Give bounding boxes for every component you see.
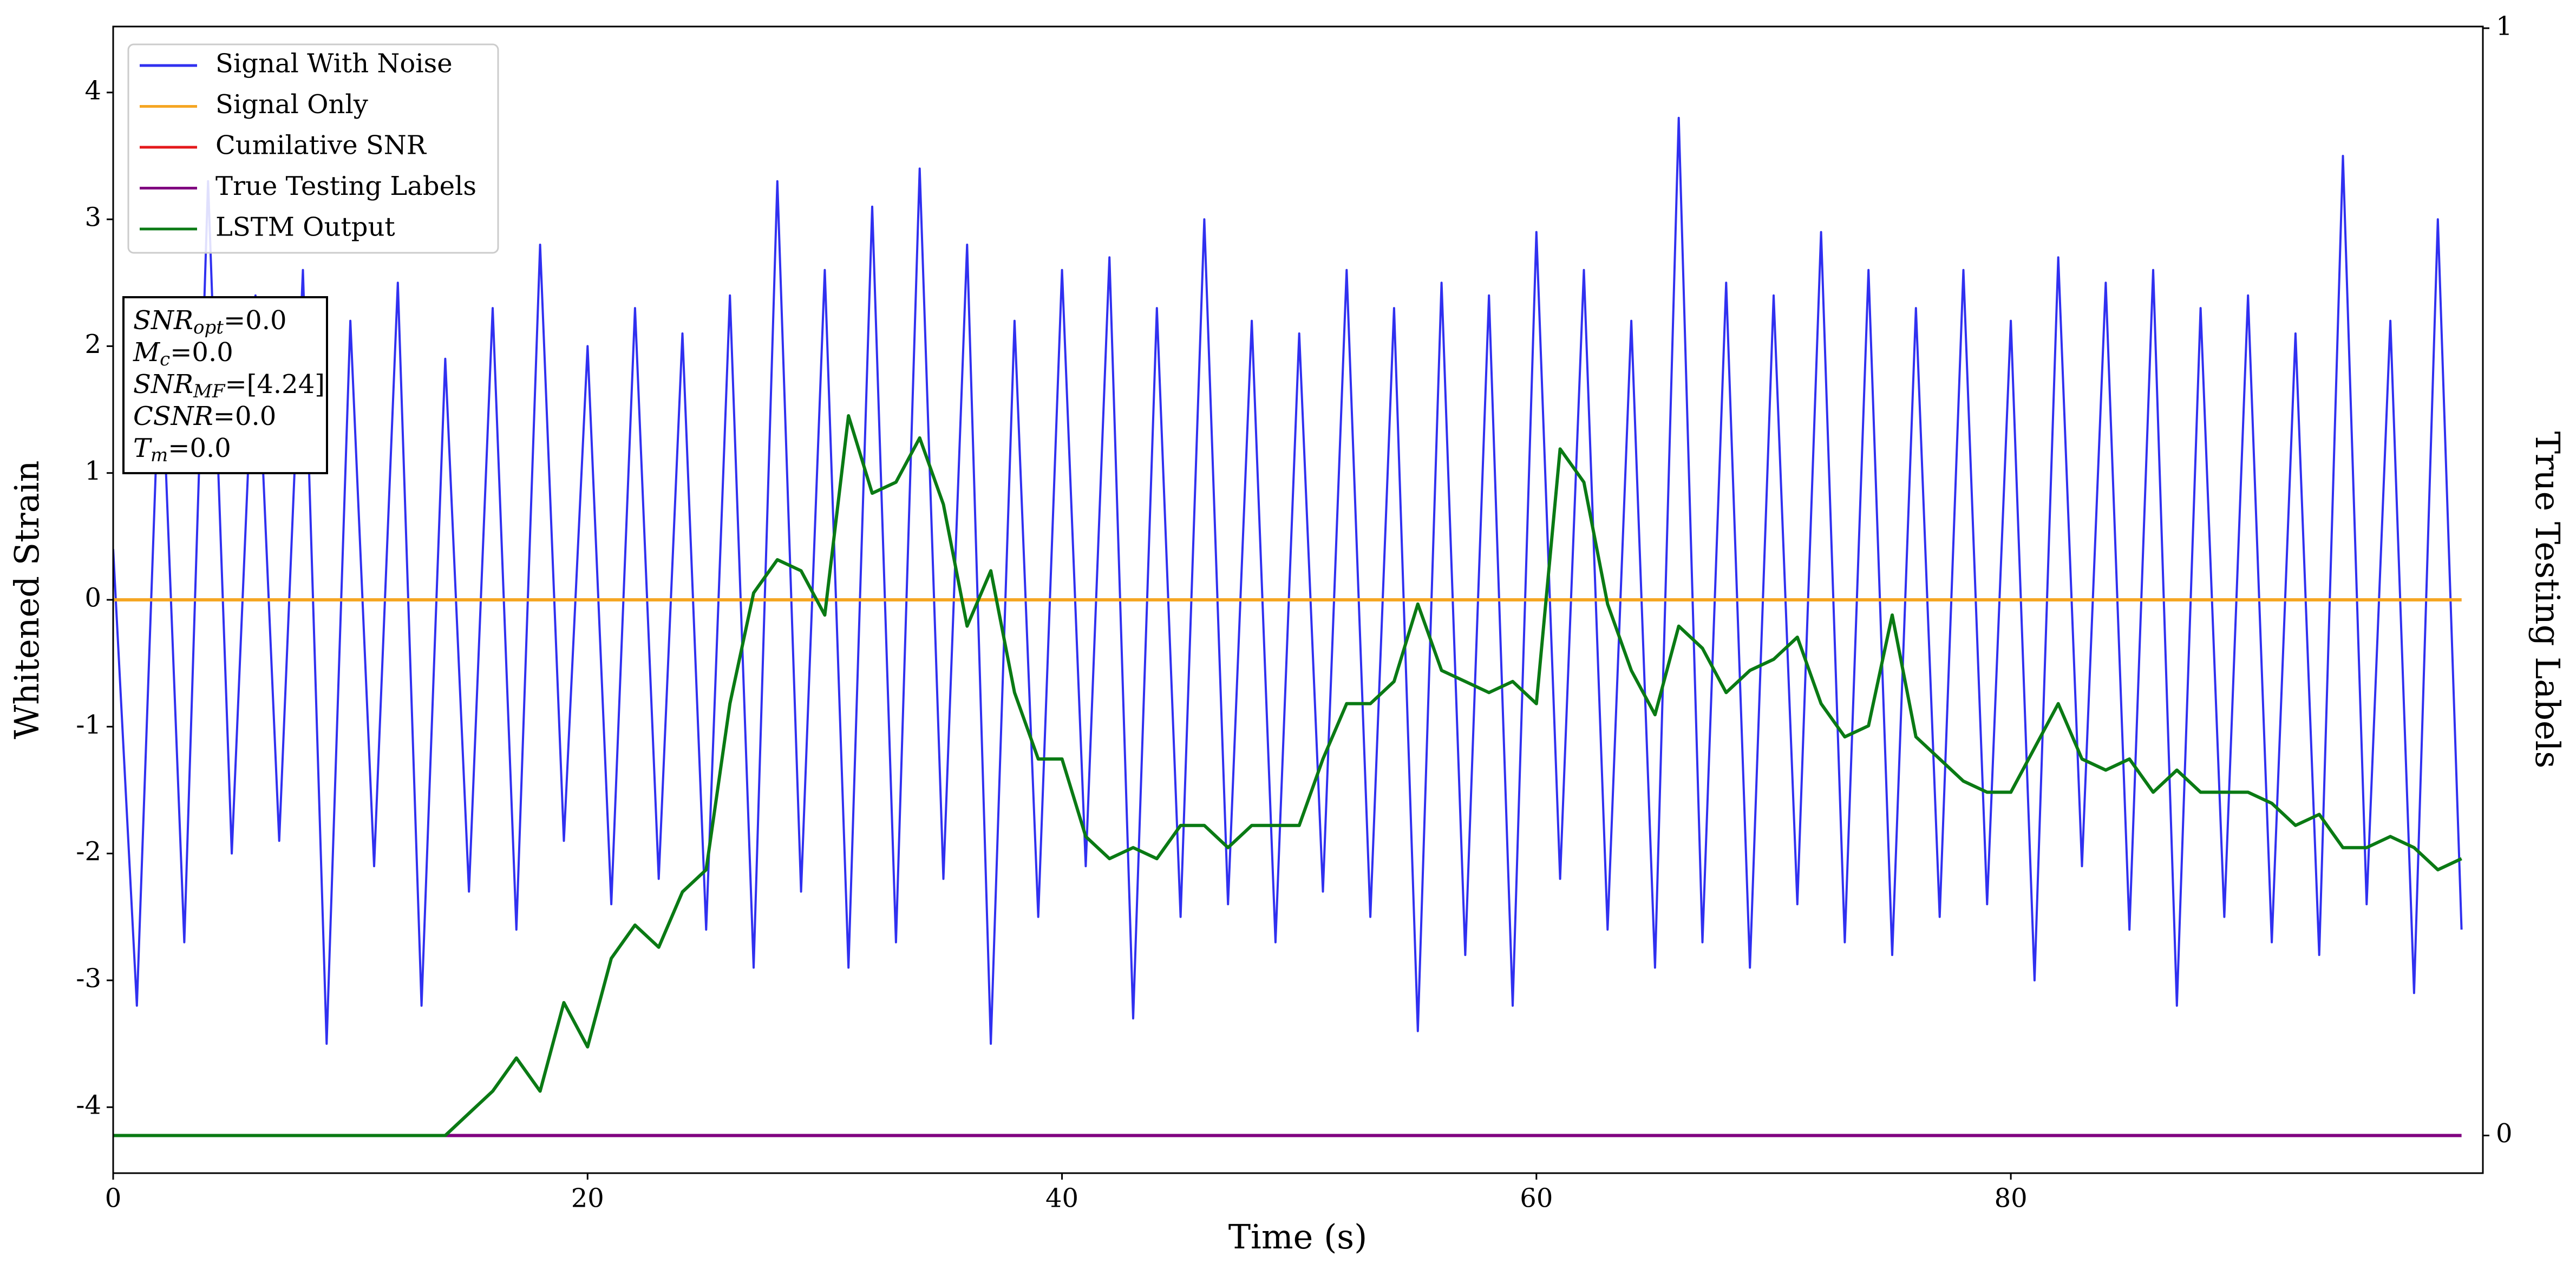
annotation-sub: MF bbox=[193, 381, 226, 402]
x-tick-label: 80 bbox=[1995, 1183, 2028, 1214]
y2-tick-label: 1 bbox=[2496, 11, 2513, 42]
annotation-main: SNR bbox=[133, 369, 193, 400]
y-tick-label: 3 bbox=[84, 202, 101, 233]
y-tick-label: 2 bbox=[84, 329, 101, 359]
x-tick-label: 0 bbox=[105, 1183, 122, 1214]
annotation-rest: =0.0 bbox=[170, 337, 233, 368]
y-tick-label: -2 bbox=[76, 836, 101, 867]
annotation-line: CSNR=0.0 bbox=[133, 401, 276, 431]
annotation-main: CSNR bbox=[133, 401, 213, 431]
annotation-sub: c bbox=[160, 349, 170, 370]
legend-label: Signal Only bbox=[215, 89, 368, 120]
annotation-rest: =0.0 bbox=[224, 305, 287, 336]
y-tick-label: 0 bbox=[84, 583, 101, 613]
legend-box bbox=[127, 43, 499, 254]
annotation-main: T bbox=[133, 433, 152, 463]
x-tick-label: 40 bbox=[1045, 1183, 1078, 1214]
y-tick-label: 1 bbox=[84, 456, 101, 486]
series-line bbox=[113, 414, 2462, 1137]
annotation-sub: opt bbox=[193, 317, 224, 338]
legend-label: LSTM Output bbox=[215, 212, 395, 243]
y-tick-label: -4 bbox=[76, 1090, 101, 1121]
y-tick-label: -1 bbox=[76, 710, 101, 740]
annotation-rest: =0.0 bbox=[168, 433, 231, 463]
y-tick-label: -3 bbox=[76, 963, 101, 993]
annotation-rest: =[4.24] bbox=[225, 369, 325, 400]
annotation-line: SNRopt=0.0 bbox=[133, 305, 287, 339]
y2-axis-label: True Testing Labels bbox=[2528, 431, 2567, 769]
annotation-line: Mc=0.0 bbox=[133, 337, 233, 371]
plot-area bbox=[113, 116, 2463, 1137]
annotation-main: SNR bbox=[133, 305, 193, 336]
annotation-main: M bbox=[133, 337, 161, 368]
x-tick-label: 60 bbox=[1520, 1183, 1553, 1214]
y2-tick-label: 0 bbox=[2496, 1118, 2513, 1149]
x-tick-label: 20 bbox=[571, 1183, 604, 1214]
annotation-line: Tm=0.0 bbox=[133, 433, 231, 467]
legend-label: Cumilative SNR bbox=[215, 130, 427, 161]
y-axis-label: Whitened Strain bbox=[7, 461, 47, 740]
annotation-sub: m bbox=[151, 444, 168, 466]
x-axis-label: Time (s) bbox=[1228, 1217, 1368, 1257]
series-line bbox=[113, 116, 2463, 1045]
legend-label: True Testing Labels bbox=[215, 171, 476, 201]
legend-label: Signal With Noise bbox=[215, 49, 453, 79]
annotation-line: SNRMF=[4.24] bbox=[133, 369, 325, 403]
annotation-rest: =0.0 bbox=[213, 401, 277, 431]
annotation-box bbox=[122, 296, 328, 474]
y-tick-label: 4 bbox=[84, 75, 101, 106]
